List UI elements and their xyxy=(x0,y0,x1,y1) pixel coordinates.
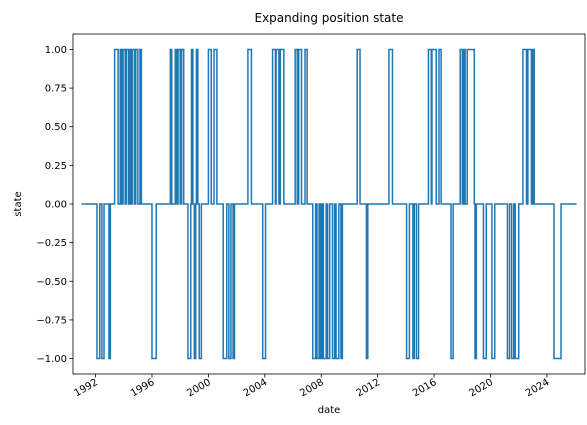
x-tick-label: 1996 xyxy=(129,377,157,399)
series-layer xyxy=(81,48,577,360)
y-tick-label: −0.25 xyxy=(36,238,67,249)
y-tick-label: −0.50 xyxy=(36,277,67,288)
x-tick-label: 2024 xyxy=(524,377,552,399)
y-axis: −1.00 −0.75 −0.50 −0.25 0.00 0.25 0.50 0.75 1.00 xyxy=(36,45,73,365)
x-tick-label: 2012 xyxy=(355,377,383,399)
x-tick-label: 2008 xyxy=(298,377,326,399)
x-tick-label: 2004 xyxy=(242,377,270,399)
x-tick-label: 2020 xyxy=(467,377,495,399)
y-tick-label: 0.50 xyxy=(45,122,67,133)
y-tick-label: 1.00 xyxy=(45,45,67,56)
x-tick-label: 2000 xyxy=(185,377,213,399)
x-axis: 1992 1996 2000 2004 2008 2012 2016 2020 2024 xyxy=(73,374,552,399)
x-tick-label: 2016 xyxy=(411,377,439,399)
y-tick-label: −1.00 xyxy=(36,354,67,365)
x-tick-label: 1992 xyxy=(73,377,101,399)
y-tick-label: 0.00 xyxy=(45,200,67,211)
chart-title: Expanding position state xyxy=(255,11,404,25)
y-tick-label: 0.25 xyxy=(45,161,67,172)
x-axis-label: date xyxy=(318,405,341,416)
y-tick-label: 0.75 xyxy=(45,84,67,95)
y-axis-label: state xyxy=(13,191,24,216)
y-tick-label: −0.75 xyxy=(36,315,67,326)
state-series-line xyxy=(81,48,577,360)
